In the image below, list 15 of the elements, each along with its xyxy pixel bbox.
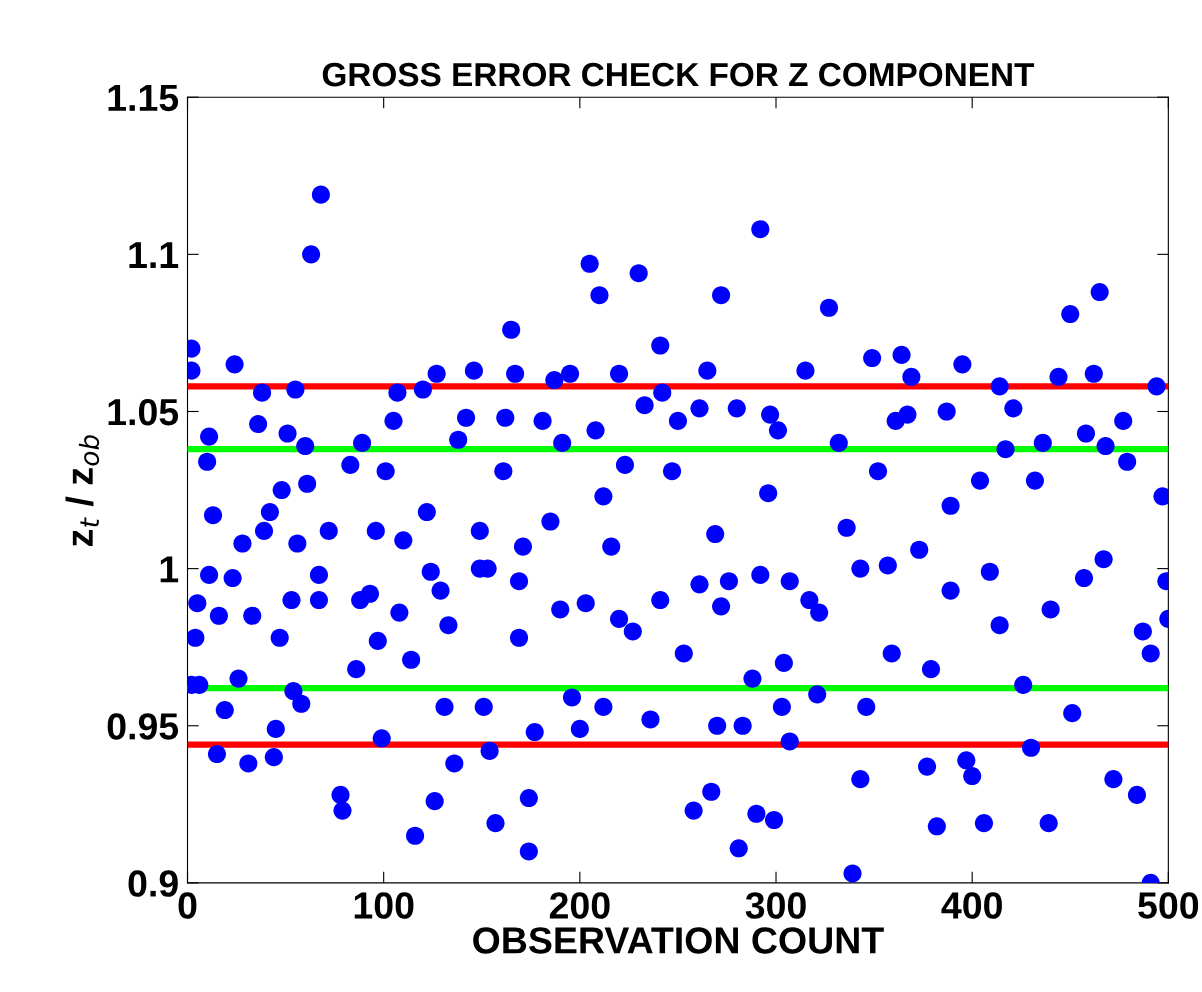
y-tick-label: 0.9 (128, 870, 178, 897)
chart-title: GROSS ERROR CHECK FOR Z COMPONENT (322, 62, 1035, 87)
y-tick-label: 1 (160, 556, 179, 583)
x-tick-label: 500 (1138, 892, 1199, 919)
x-tick-label: 300 (745, 892, 806, 919)
y-tick-label: 1.15 (108, 85, 179, 112)
x-tick-label: 200 (549, 892, 610, 919)
x-tick-label: 0 (178, 892, 197, 919)
x-tick-label: 400 (941, 892, 1002, 919)
x-tick-label: 100 (354, 892, 414, 919)
y-tick-label: 1.05 (108, 398, 179, 426)
y-axis-title: z$_{t}$ / z$_{ob}$ (65, 435, 100, 546)
y-tick-label: 0.95 (107, 713, 179, 740)
x-axis-title: OBSERVATION COUNT (473, 927, 884, 954)
y-tick-label: 1.1 (129, 242, 179, 268)
